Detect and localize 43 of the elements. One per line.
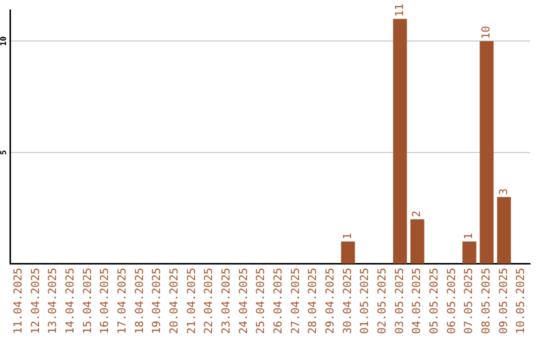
x-tick-label: 03.05.2025: [392, 268, 406, 334]
x-tick-label: 13.04.2025: [46, 268, 60, 334]
data-label: 1: [462, 232, 476, 240]
x-tick-label: 09.05.2025: [496, 268, 510, 334]
x-tick-label: 02.05.2025: [376, 268, 389, 334]
x-tick-label: 23.04.2025: [220, 268, 233, 334]
y-tick-label: 5: [0, 150, 8, 155]
data-label: 2: [410, 210, 424, 218]
x-tick-label: 06.05.2025: [444, 268, 458, 334]
x-tick-label: 07.05.2025: [462, 268, 476, 334]
x-tick-label: 19.04.2025: [150, 268, 164, 334]
x-tick-label: 26.04.2025: [272, 268, 285, 334]
bar: [410, 219, 424, 264]
x-tick-label: 17.04.2025: [116, 268, 129, 334]
bar: [462, 242, 476, 264]
x-tick-label: 27.04.2025: [288, 268, 302, 334]
x-tick-label: 29.04.2025: [324, 268, 337, 334]
x-tick-label: 20.04.2025: [168, 268, 181, 334]
data-label: 10: [480, 26, 493, 40]
data-label: 3: [496, 188, 510, 195]
x-tick-label: 08.05.2025: [480, 268, 493, 334]
x-tick-label: 05.05.2025: [428, 268, 441, 334]
x-tick-label: 01.05.2025: [358, 268, 372, 334]
x-tick-label: 25.04.2025: [254, 268, 268, 334]
x-tick-label: 22.04.2025: [202, 268, 216, 334]
x-tick-label: 12.04.2025: [28, 268, 42, 334]
bar: [497, 196, 511, 264]
x-tick-label: 14.04.2025: [64, 268, 77, 334]
x-tick-label: 10.05.2025: [514, 268, 528, 334]
x-tick-label: 18.04.2025: [132, 268, 146, 334]
x-tick-label: 24.04.2025: [236, 268, 250, 334]
bar: [480, 41, 494, 264]
x-tick-label: 21.04.2025: [184, 268, 198, 334]
data-label: 1: [340, 232, 354, 240]
x-tick-label: 28.04.2025: [306, 268, 320, 334]
bar: [393, 18, 407, 264]
x-tick-label: 04.05.2025: [410, 268, 424, 334]
bar: [341, 242, 355, 264]
x-tick-label: 16.04.2025: [98, 268, 112, 334]
x-tick-label: 30.04.2025: [340, 268, 354, 334]
data-label: 11: [392, 4, 406, 17]
x-tick-label: 15.04.2025: [80, 268, 94, 334]
x-tick-label: 11.04.2025: [12, 268, 25, 334]
